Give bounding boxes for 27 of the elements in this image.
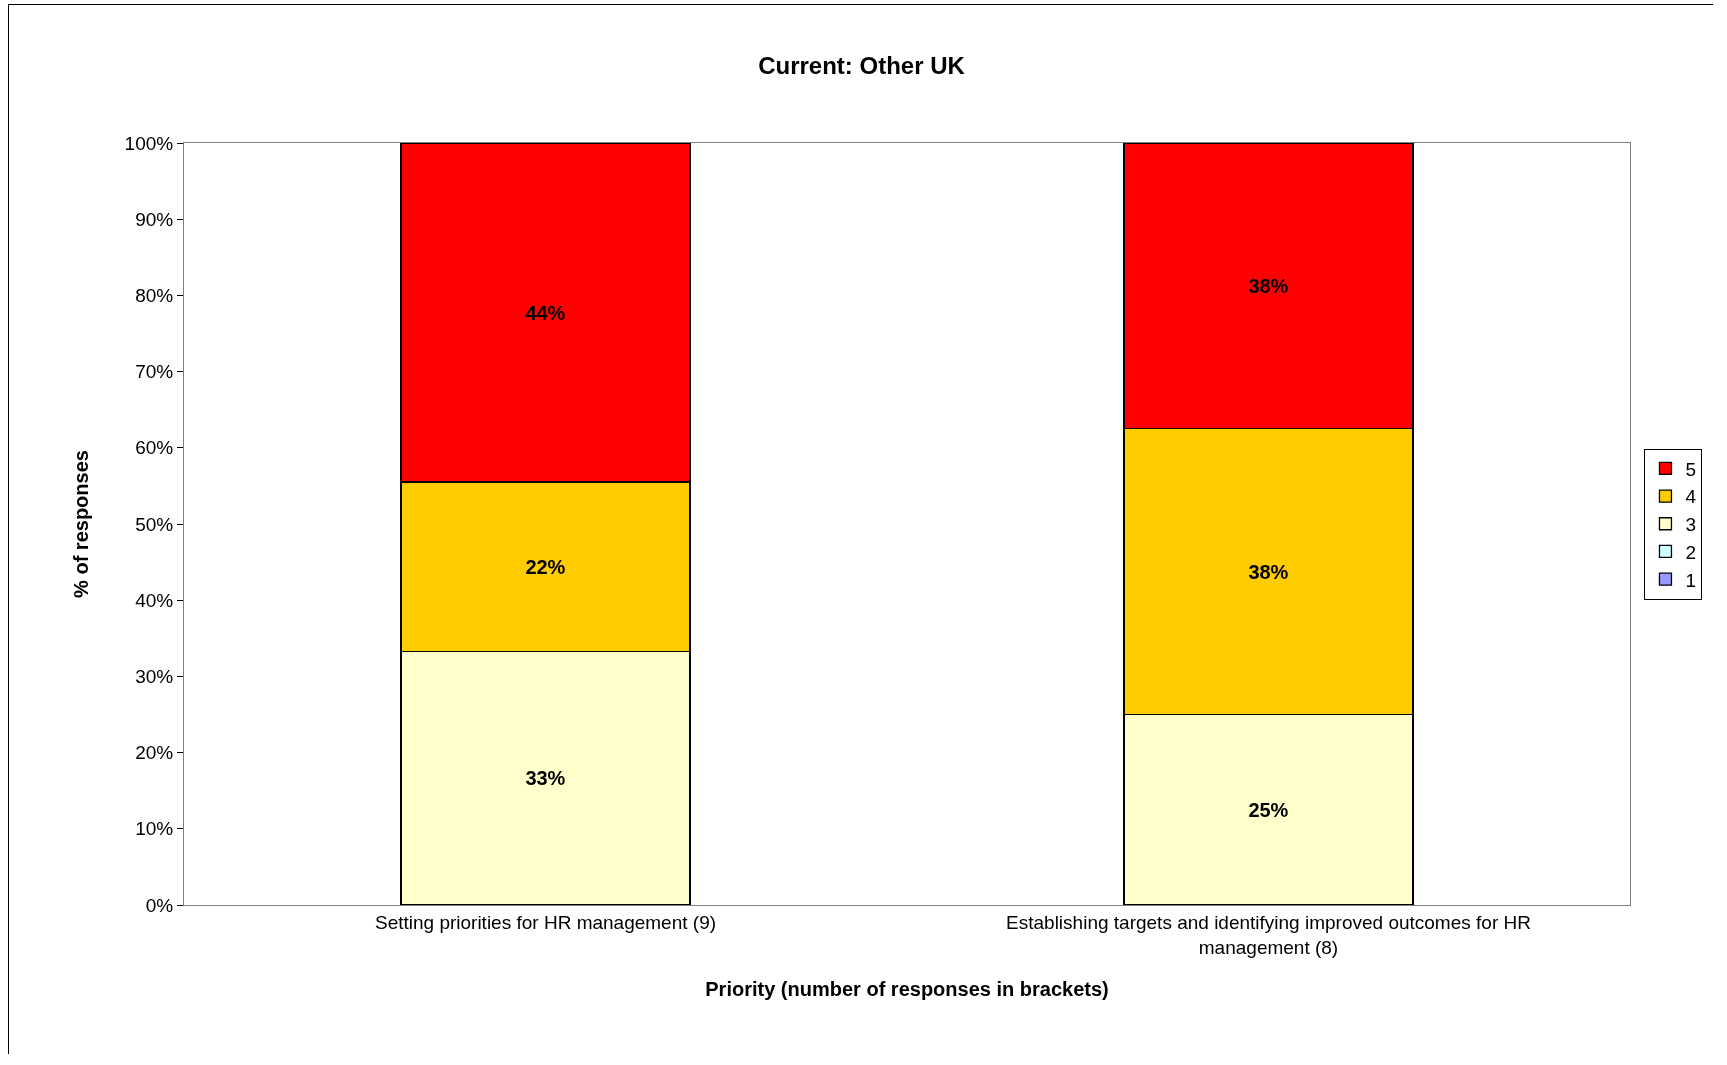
y-tick-label: 60% (135, 437, 174, 459)
y-tick-label: 100% (124, 132, 174, 154)
y-tick-label: 40% (135, 589, 174, 611)
y-tick-label: 70% (135, 361, 174, 383)
chart-title: Current: Other UK (758, 52, 966, 80)
x-tick-label: Establishing targets and identifying improved outcomes for HR management (8) (1006, 911, 1531, 958)
y-tick-label: 80% (135, 285, 174, 307)
data-label: 25% (1248, 798, 1289, 821)
y-tick-label: 10% (135, 818, 174, 840)
legend-label: 1 (1685, 569, 1697, 591)
data-label: 33% (525, 767, 566, 790)
legend-label: 4 (1685, 486, 1697, 508)
y-tick-label: 0% (145, 894, 174, 916)
data-label: 44% (525, 301, 566, 324)
y-tick-label: 90% (135, 208, 174, 230)
data-label: 38% (1248, 560, 1289, 583)
y-tick-label: 20% (135, 742, 174, 764)
data-label: 38% (1248, 274, 1289, 297)
y-tick-label: 50% (135, 513, 174, 535)
data-label: 22% (525, 555, 566, 578)
legend-label: 3 (1685, 514, 1697, 536)
legend-label: 2 (1685, 541, 1697, 563)
x-axis-title: Priority (number of responses in brackets) (705, 978, 1109, 1000)
legend-label: 5 (1685, 458, 1697, 480)
y-axis-title: % of responses (70, 450, 93, 598)
x-tick-label: Setting priorities for HR management (9) (374, 911, 717, 933)
y-tick-label: 30% (135, 666, 174, 688)
